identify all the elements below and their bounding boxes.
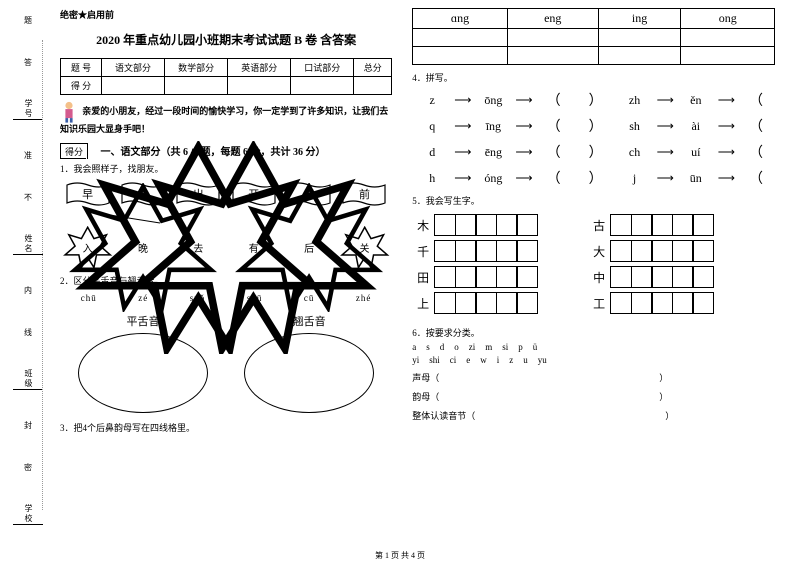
pinyin-list: asdozimsipü (412, 342, 775, 352)
arrow-icon: ⟶ (454, 93, 471, 108)
arrow-icon: ⟶ (657, 93, 674, 108)
arrow-icon: ⟶ (718, 145, 735, 160)
q4: 4．拼写。 (412, 71, 775, 84)
score-header: 英语部分 (228, 59, 291, 77)
side-hint: 不 (24, 192, 32, 203)
side-label: 班级 (13, 369, 43, 390)
note-text: 亲爱的小朋友，经过一段时间的愉快学习，你一定学到了许多知识，让我们去知识乐园大显… (60, 106, 388, 134)
star-item: 后 (288, 232, 330, 264)
score-cell: 得 分 (61, 77, 102, 95)
arrow-icon: ⟶ (657, 119, 674, 134)
stars-row: 入 晚 去 有 后 关 (60, 232, 392, 264)
grid-row: 古 (588, 214, 714, 236)
sort-row: 整体认读音节（） (412, 409, 775, 422)
score-header: 数学部分 (165, 59, 228, 77)
arrow-icon: ⟶ (454, 171, 471, 186)
score-cell (228, 77, 291, 95)
arrow-icon: ⟶ (515, 93, 532, 108)
right-column: ɑng eng ing ong 4．拼写。 z⟶ōng⟶（ ） zh⟶ěn⟶（ … (402, 8, 785, 540)
secret-label: 绝密★启用前 (60, 8, 392, 21)
side-label: 学号 (13, 99, 43, 120)
q3: 3．把4个后鼻韵母写在四线格里。 (60, 421, 392, 434)
q6: 6．按要求分类。 (412, 326, 775, 339)
side-hint: 线 (24, 327, 32, 338)
side-hint: 准 (24, 150, 32, 161)
pinyin-lines: z⟶ōng⟶（ ） zh⟶ěn⟶（ q⟶īng⟶（ ） sh⟶ài⟶（ d⟶ēn… (412, 90, 775, 188)
side-hint: 内 (24, 285, 32, 296)
q5: 5．我会写生字。 (412, 194, 775, 207)
score-table: 题 号 语文部分 数学部分 英语部分 口试部分 总分 得 分 (60, 58, 392, 95)
intro-note: 亲爱的小朋友，经过一段时间的愉快学习，你一定学到了许多知识，让我们去知识乐园大显… (60, 101, 392, 137)
side-hint: 题 (24, 15, 32, 26)
grid-row: 中 (588, 266, 714, 288)
score-header: 总分 (354, 59, 392, 77)
score-cell (102, 77, 165, 95)
side-hint: 答 (24, 57, 32, 68)
pinyin-line: z⟶ōng⟶（ ） zh⟶ěn⟶（ (412, 90, 775, 110)
score-cell (291, 77, 354, 95)
grid-row: 上 (412, 292, 538, 314)
arrow-icon: ⟶ (515, 145, 532, 160)
arrow-icon: ⟶ (515, 171, 532, 186)
arrow-icon: ⟶ (454, 145, 471, 160)
score-header: 题 号 (61, 59, 102, 77)
left-column: 绝密★启用前 2020 年重点幼儿园小班期末考试试题 B 卷 含答案 题 号 语… (50, 8, 402, 540)
pinyin-line: d⟶ēng⟶（ ） ch⟶uí⟶（ (412, 142, 775, 162)
grid-row: 工 (588, 292, 714, 314)
pinyin-line: q⟶īng⟶（ ） sh⟶ài⟶（ (412, 116, 775, 136)
arrow-icon: ⟶ (718, 119, 735, 134)
star-item: 关 (343, 232, 385, 264)
page-title: 2020 年重点幼儿园小班期末考试试题 B 卷 含答案 (60, 31, 392, 48)
pinyin-list: yishiciewizuyu (412, 355, 775, 365)
score-header: 口试部分 (291, 59, 354, 77)
pinyin-line: h⟶óng⟶（ ） j⟶ūn⟶（ (412, 168, 775, 188)
score-header: 语文部分 (102, 59, 165, 77)
ending-table: ɑng eng ing ong (412, 8, 775, 65)
arrow-icon: ⟶ (657, 171, 674, 186)
arrow-icon: ⟶ (718, 171, 735, 186)
score-cell (165, 77, 228, 95)
grid-row: 大 (588, 240, 714, 262)
grid-row: 千 (412, 240, 538, 262)
page-footer: 第 1 页 共 4 页 (0, 550, 800, 561)
score-cell (354, 77, 392, 95)
side-label: 姓名 (13, 234, 43, 255)
side-hint: 封 (24, 420, 32, 431)
arrow-icon: ⟶ (657, 145, 674, 160)
grid-row: 木 (412, 214, 538, 236)
side-label: 学校 (13, 504, 43, 525)
character-grids: 木 千 田 上 古 大 中 工 (412, 210, 775, 318)
side-hint: 密 (24, 462, 32, 473)
child-icon (60, 101, 78, 123)
arrow-icon: ⟶ (454, 119, 471, 134)
grid-row: 田 (412, 266, 538, 288)
arrow-icon: ⟶ (515, 119, 532, 134)
sort-row: 声母（） (412, 371, 775, 384)
dotted-fold-line (42, 40, 43, 510)
sort-row: 韵母（） (412, 390, 775, 403)
arrow-icon: ⟶ (718, 93, 735, 108)
